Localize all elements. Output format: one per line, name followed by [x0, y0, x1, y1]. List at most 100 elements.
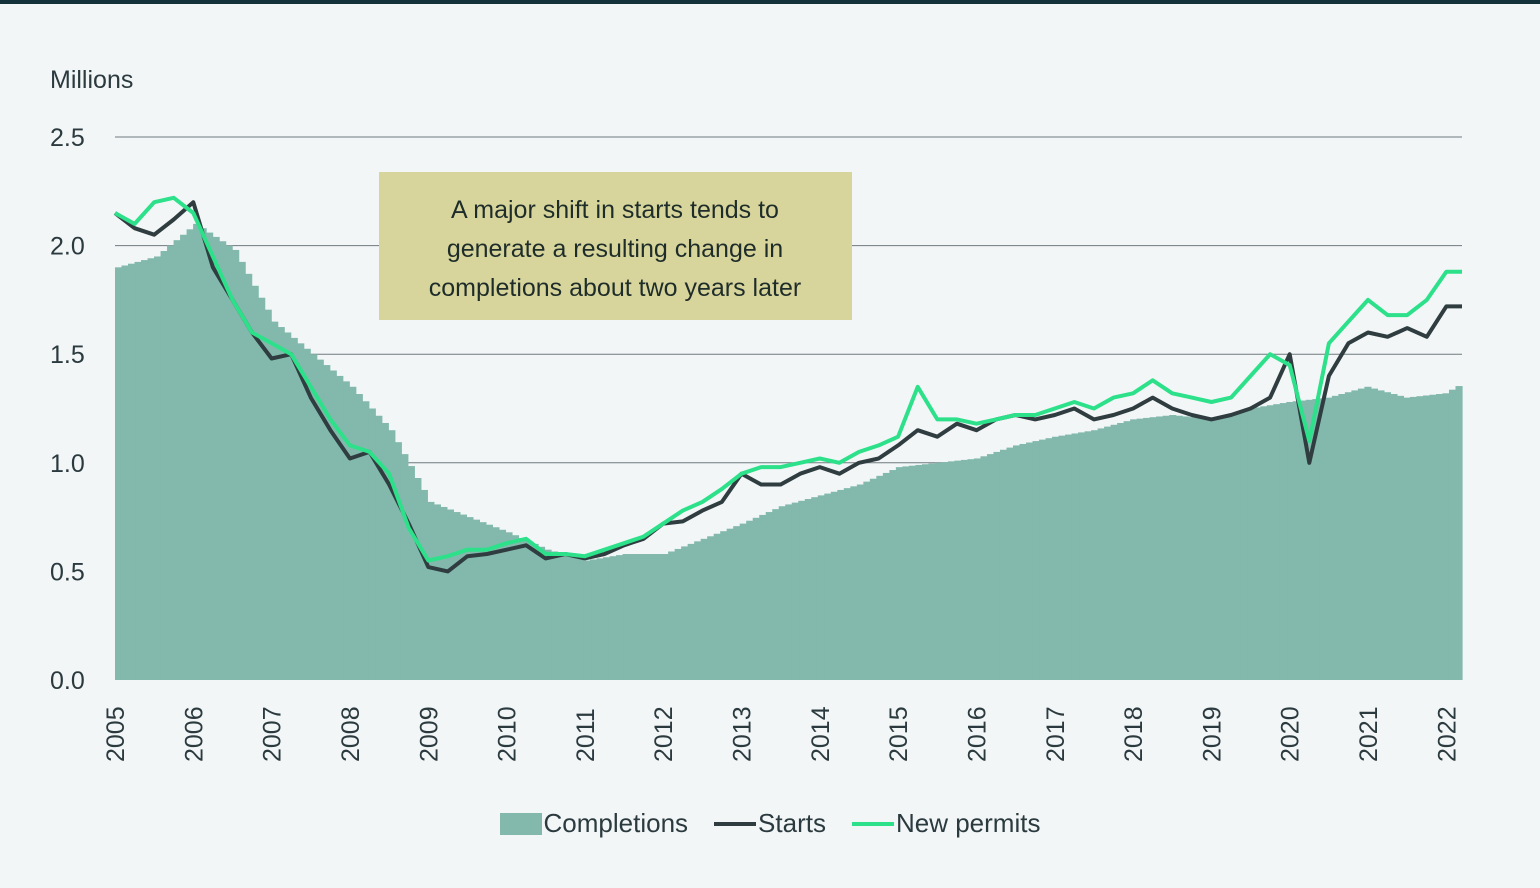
completions-bar: [193, 223, 201, 680]
completions-bar: [648, 554, 656, 680]
completions-bar: [954, 460, 962, 680]
completions-bar: [746, 520, 754, 680]
completions-bar: [713, 533, 721, 680]
completions-bar: [1039, 439, 1047, 680]
completions-bar: [882, 472, 890, 680]
completions-bar: [329, 370, 337, 680]
completions-bar: [1097, 428, 1105, 680]
completions-bar: [310, 354, 318, 680]
completions-bar: [128, 263, 136, 680]
annotation-background: [379, 172, 852, 320]
x-tick-label: 2017: [1042, 706, 1070, 762]
completions-bar: [1383, 392, 1392, 680]
completions-bar: [635, 554, 643, 680]
completions-bar: [1006, 447, 1014, 680]
completions-bar: [121, 265, 129, 680]
completions-bar: [681, 546, 689, 680]
completions-bar: [804, 499, 812, 680]
completions-bar: [1351, 390, 1359, 680]
completions-bar: [765, 512, 773, 680]
completions-bar: [1318, 398, 1326, 680]
legend-label-new-permits: New permits: [895, 808, 1041, 838]
completions-bar: [752, 517, 760, 680]
completions-bar: [1195, 417, 1203, 680]
y-tick-label: 2.5: [50, 124, 85, 152]
completions-bar: [323, 365, 331, 680]
completions-bar: [629, 554, 637, 680]
completions-bar: [590, 559, 598, 680]
completions-bar: [303, 348, 311, 680]
completions-bar: [850, 486, 858, 680]
completions-bar: [817, 495, 825, 680]
completions-bar: [141, 260, 149, 680]
x-tick-label: 2013: [729, 706, 757, 762]
completions-bar: [1422, 395, 1431, 680]
completions-bars: [115, 223, 1463, 681]
completions-bar: [1032, 441, 1040, 680]
series-lines: [113, 195, 1462, 574]
x-tick-label: 2016: [964, 706, 992, 762]
y-tick-label: 2.0: [50, 233, 85, 261]
housing-chart: Millions 0.0 0.5 1.0 1.5 2.0 2.5 2005 2006 2007…: [50, 66, 1463, 762]
completions-bar: [1045, 438, 1053, 680]
completions-bar: [1058, 435, 1066, 680]
completions-bar: [492, 527, 500, 680]
completions-bar: [446, 509, 454, 680]
completions-bar: [1026, 442, 1034, 680]
completions-bar: [258, 297, 266, 680]
completions-bar: [739, 523, 747, 680]
legend-swatch-starts: [714, 821, 757, 826]
legend-label-starts: Starts: [758, 808, 826, 838]
completions-bar: [433, 504, 441, 680]
completions-bar: [1416, 396, 1424, 680]
y-tick-label: 0.0: [50, 667, 85, 695]
annotation-line: A major shift in starts tends to: [451, 196, 779, 224]
completions-bar: [219, 241, 227, 681]
completions-bar: [668, 551, 676, 680]
completions-bar: [238, 261, 246, 680]
completions-bar: [1435, 394, 1444, 680]
completions-bar: [577, 558, 585, 680]
completions-bar: [336, 375, 344, 680]
x-tick-label: 2015: [885, 706, 913, 762]
legend-swatch-completions: [499, 812, 542, 835]
completions-bar: [375, 415, 383, 680]
completions-bar: [570, 556, 578, 680]
y-axis-ticks: 0.0 0.5 1.0 1.5 2.0 2.5: [50, 124, 85, 695]
completions-bar: [661, 554, 669, 680]
completions-bar: [180, 234, 188, 681]
completions-bar: [596, 558, 604, 680]
completions-bar: [186, 229, 194, 680]
completions-bar: [1221, 415, 1229, 680]
completions-bar: [557, 553, 565, 680]
completions-bar: [895, 467, 903, 680]
completions-bar: [1357, 388, 1365, 680]
completions-bar: [407, 466, 415, 680]
completions-bar: [889, 470, 897, 680]
annotation-line: completions about two years later: [429, 274, 801, 302]
completions-bar: [967, 459, 975, 680]
completions-bar: [830, 491, 838, 680]
unit-label: Millions: [50, 66, 133, 94]
completions-bar: [1052, 436, 1060, 680]
legend-label-completions: Completions: [543, 808, 689, 838]
x-tick-label: 2019: [1198, 706, 1226, 762]
completions-bar: [1377, 390, 1385, 680]
completions-bar: [297, 343, 305, 680]
completions-bar: [1149, 417, 1157, 680]
legend: Completions Starts New permits: [0, 808, 1540, 839]
completions-bar: [1370, 388, 1379, 680]
completions-bar: [420, 489, 428, 680]
completions-bar: [1299, 400, 1307, 680]
completions-bar: [759, 514, 767, 680]
completions-bar: [544, 549, 552, 680]
completions-bar: [707, 536, 715, 680]
completions-bar: [1201, 418, 1209, 680]
completions-bar: [1455, 386, 1463, 680]
completions-bar: [518, 538, 526, 680]
completions-bar: [245, 273, 253, 680]
completions-bar: [700, 538, 708, 680]
completions-bar: [811, 497, 819, 680]
completions-bar: [1273, 404, 1281, 680]
completions-bar: [791, 502, 799, 680]
